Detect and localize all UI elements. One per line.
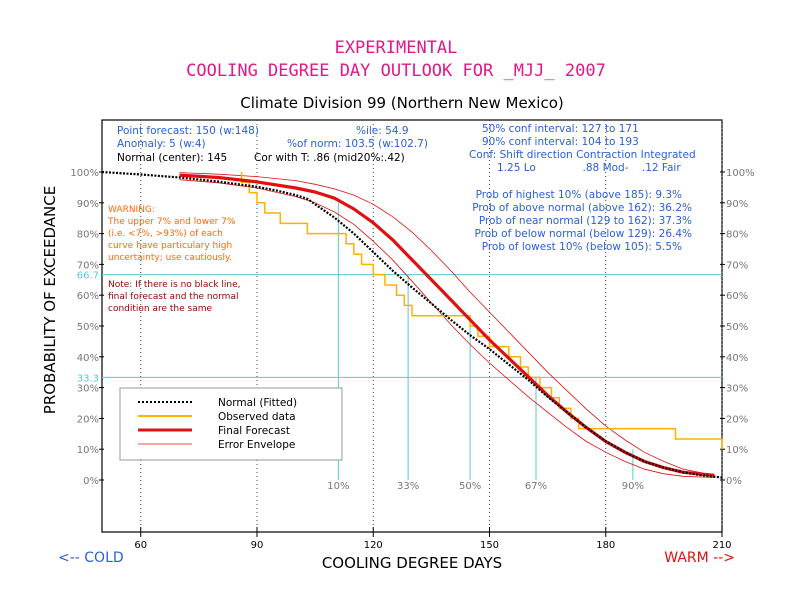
- y-tick-label-right: 100%: [726, 168, 755, 179]
- series-line-thin-red: [179, 179, 715, 478]
- conf-header-text: Conf: Shift direction Contraction Integr…: [469, 149, 696, 161]
- y-tick-label-right: 0%: [726, 476, 742, 487]
- y-tick-label-right: 40%: [726, 353, 748, 364]
- y-tick-label-right: 20%: [726, 414, 748, 425]
- warning-line-2: The upper 7% and lower 7%: [107, 217, 236, 227]
- y-tick-label-right: 80%: [726, 230, 748, 241]
- reference-label: 66.7: [77, 271, 99, 282]
- chart-title-line2: COOLING DEGREE DAY OUTLOOK FOR _MJJ_ 200…: [186, 61, 606, 81]
- prob-near-normal: Prob of near normal (129 to 162): 37.3%: [479, 215, 692, 227]
- y-tick-label: 50%: [77, 322, 99, 333]
- percentile-label: 33%: [397, 481, 419, 492]
- legend-label-normal: Normal (Fitted): [218, 397, 297, 409]
- x-tick-label: 120: [364, 540, 383, 551]
- percentile-label: 10%: [327, 481, 349, 492]
- note-line-3: condition are the same: [108, 304, 212, 314]
- y-tick-label: 100%: [70, 168, 99, 179]
- prob-below-normal: Prob of below normal (below 129): 26.4%: [475, 228, 693, 240]
- y-tick-label: 90%: [77, 199, 99, 210]
- warm-label: WARM -->: [664, 550, 735, 566]
- series-line-dotted-black: [101, 170, 723, 479]
- x-axis-label: COOLING DEGREE DAYS: [322, 554, 502, 572]
- y-tick-label-right: 30%: [726, 384, 748, 395]
- legend-label-forecast: Final Forecast: [218, 425, 290, 437]
- y-tick-label: 0%: [83, 476, 99, 487]
- percentile-labels: 10% 33% 50% 67% 90%: [327, 481, 644, 492]
- normal-center-text: Normal (center): 145: [117, 152, 227, 164]
- probability-list: Prob of highest 10% (above 185): 9.3% Pr…: [472, 189, 692, 253]
- series-line-solid-red: [179, 173, 715, 477]
- y-tick-label: 80%: [77, 230, 99, 241]
- x-axis-ticks: 60 90 120 150 180 210: [134, 527, 732, 551]
- legend: Normal (Fitted) Observed data Final Fore…: [119, 387, 343, 461]
- y-tick-label-right: 10%: [726, 445, 748, 456]
- percentile-text: %ile: 54.9: [356, 125, 409, 137]
- y-axis-ticks: 0% 0% 10% 10% 20% 20% 30% 30% 40% 40% 50% 50% 60% 60%…: [70, 168, 754, 487]
- y-tick-label: 70%: [77, 260, 99, 271]
- guide-lines: 66.7 33.3: [77, 120, 723, 532]
- y-tick-label-right: 50%: [726, 322, 748, 333]
- legend-label-envelope: Error Envelope: [218, 439, 295, 451]
- warning-line-4: curve have particulary high: [108, 241, 232, 251]
- x-tick-label: 90: [251, 540, 264, 551]
- y-tick-label: 20%: [77, 414, 99, 425]
- conf50-text: 50% conf interval: 127 to 171: [482, 123, 639, 135]
- warning-line-3: (i.e. <7%, >93%) of each: [108, 229, 223, 239]
- y-tick-label: 30%: [77, 384, 99, 395]
- percent-of-normal-text: %of norm: 103.5 (w:102.7): [287, 138, 428, 150]
- x-tick-label: 150: [480, 540, 499, 551]
- note-block: Note: If there is no black line, final f…: [108, 280, 241, 314]
- y-axis-label: PROBABILITY OF EXCEEDANCE: [41, 186, 59, 414]
- point-forecast-text: Point forecast: 150 (w:148): [117, 125, 259, 137]
- x-tick-label: 60: [134, 540, 147, 551]
- warning-line-1: WARNING:: [108, 205, 155, 215]
- prob-highest-10: Prob of highest 10% (above 185): 9.3%: [476, 189, 682, 201]
- percentile-label: 50%: [459, 481, 481, 492]
- y-tick-label-right: 90%: [726, 199, 748, 210]
- chart-subtitle: Climate Division 99 (Northern New Mexico…: [240, 94, 563, 112]
- x-tick-label: 180: [596, 540, 615, 551]
- y-tick-label: 10%: [77, 445, 99, 456]
- plot-frame: [101, 119, 723, 533]
- reference-label: 33.3: [77, 373, 99, 384]
- legend-label-observed: Observed data: [218, 411, 296, 423]
- warning-block: WARNING: The upper 7% and lower 7% (i.e.…: [107, 205, 236, 263]
- y-tick-label-right: 70%: [726, 260, 748, 271]
- warning-line-5: uncertainty; use cautiously.: [108, 253, 232, 263]
- series-line-step-orange: [240, 172, 723, 450]
- correlation-text: Cor with T: .86 (mid20%:.42): [254, 152, 405, 164]
- x-tick-label: 210: [712, 540, 731, 551]
- y-tick-label: 60%: [77, 291, 99, 302]
- y-tick-label-right: 60%: [726, 291, 748, 302]
- anomaly-text: Anomaly: 5 (w:4): [117, 138, 206, 150]
- conf90-text: 90% conf interval: 104 to 193: [482, 136, 639, 148]
- prob-above-normal: Prob of above normal (above 162): 36.2%: [472, 202, 692, 214]
- percentile-label: 90%: [622, 481, 644, 492]
- series-line-thin-red: [179, 172, 715, 476]
- chart-title-line1: EXPERIMENTAL: [335, 38, 458, 58]
- series-layer: [101, 170, 723, 479]
- y-tick-label: 40%: [77, 353, 99, 364]
- note-line-1: Note: If there is no black line,: [108, 280, 241, 290]
- legend-box: [119, 387, 343, 461]
- cold-label: <-- COLD: [58, 550, 124, 566]
- percentile-label: 67%: [525, 481, 547, 492]
- conf-values-text: 1.25 Lo .88 Mod- .12 Fair: [497, 162, 681, 174]
- prob-lowest-10: Prob of lowest 10% (below 105): 5.5%: [482, 241, 682, 253]
- note-line-2: final forecast and the normal: [108, 292, 238, 302]
